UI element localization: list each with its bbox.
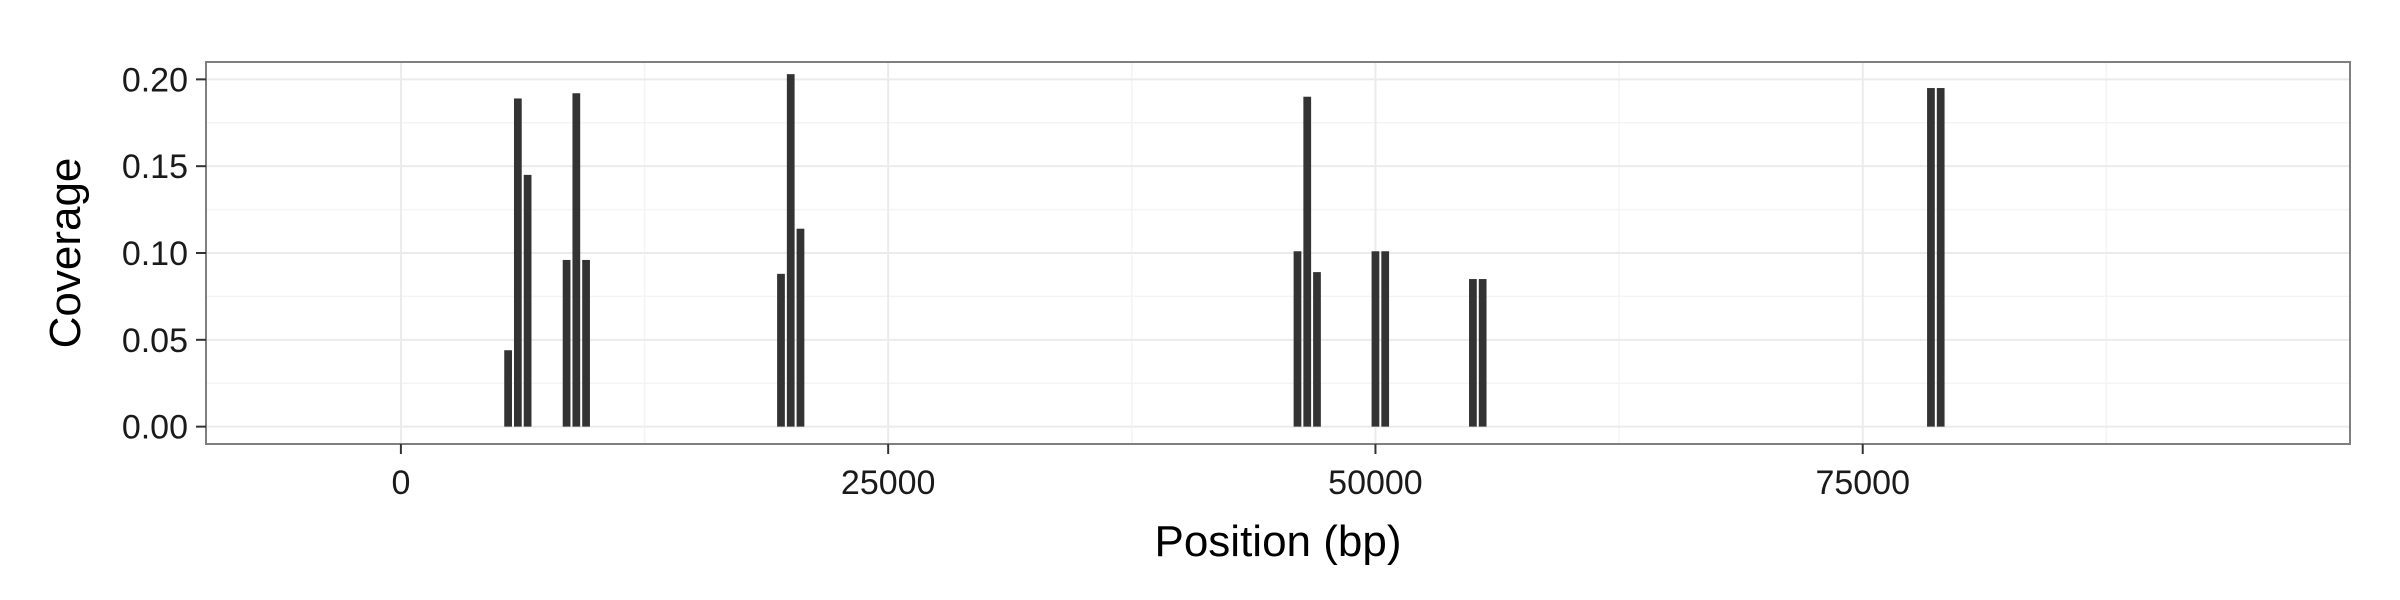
bar: [1469, 279, 1477, 427]
x-tick-label: 50000: [1328, 464, 1423, 502]
bar: [1371, 251, 1380, 427]
bar: [1936, 88, 1945, 427]
bar: [504, 350, 512, 427]
x-axis-title: Position (bp): [1154, 517, 1401, 566]
x-tick-label: 25000: [841, 464, 936, 502]
y-tick-label: 0.20: [122, 61, 188, 99]
y-tick-label: 0.00: [122, 409, 188, 447]
bar: [523, 174, 532, 427]
y-axis-title: Coverage: [41, 158, 90, 349]
bar: [1927, 88, 1935, 427]
bar: [562, 259, 571, 427]
bar: [513, 98, 522, 427]
y-tick-label: 0.15: [122, 148, 188, 186]
y-axis: 0.00 0.05 0.10 0.15 0.20: [122, 61, 206, 447]
bar: [572, 93, 581, 427]
x-axis: 0 25000 50000 75000: [391, 444, 1910, 502]
bars: [504, 74, 1945, 427]
bar: [1293, 251, 1302, 427]
bar: [796, 228, 805, 427]
y-tick-label: 0.10: [122, 235, 188, 273]
x-tick-label: 0: [391, 464, 410, 502]
bar: [1313, 272, 1321, 427]
bar: [777, 273, 785, 427]
bar: [1303, 96, 1312, 427]
y-tick-label: 0.05: [122, 322, 188, 360]
bar: [582, 259, 590, 427]
x-tick-label: 75000: [1815, 464, 1910, 502]
bar: [1381, 251, 1390, 427]
bar: [786, 74, 795, 427]
bar: [1478, 279, 1487, 427]
